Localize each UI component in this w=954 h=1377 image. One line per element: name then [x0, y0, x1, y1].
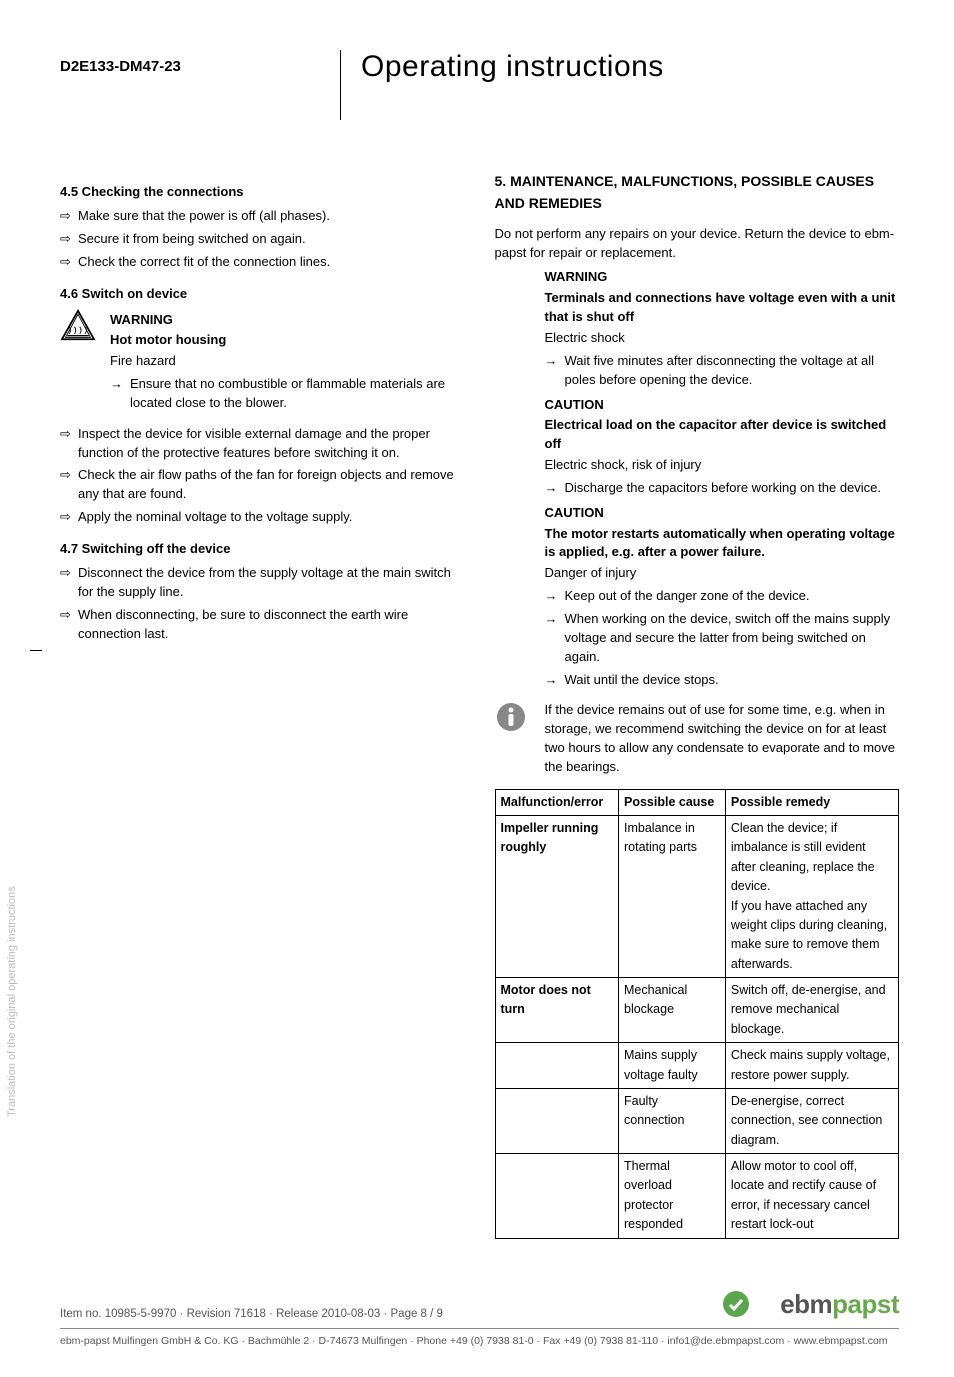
caution-subtitle: Electric shock, risk of injury [545, 456, 900, 475]
crop-mark [30, 650, 42, 651]
list-item: Check the correct fit of the connection … [78, 253, 330, 272]
list-item: Disconnect the device from the supply vo… [78, 564, 465, 602]
heading-4-5: 4.5 Checking the connections [60, 184, 465, 199]
table-cell: Impeller running roughly [495, 816, 619, 978]
warning-subtitle: Electric shock [545, 329, 900, 348]
side-translation-note: Translation of the original operating in… [6, 886, 18, 1117]
table-cell: De-energise, correct connection, see con… [725, 1088, 898, 1153]
table-cell [495, 1088, 619, 1153]
troubleshoot-table: Malfunction/error Possible cause Possibl… [495, 789, 900, 1239]
page-footer: Item no. 10985-5-9970 · Revision 71618 ·… [60, 1289, 899, 1347]
header-divider [340, 50, 341, 120]
section-5-intro: Do not perform any repairs on your devic… [495, 225, 900, 263]
heading-4-6: 4.6 Switch on device [60, 286, 465, 301]
caution-subtitle: Danger of injury [545, 564, 900, 583]
bullet-icon: ⇨ [60, 230, 78, 249]
info-text: If the device remains out of use for som… [545, 701, 900, 776]
list-item: Secure it from being switched on again. [78, 230, 306, 249]
page-title: Operating instructions [361, 50, 664, 84]
warning-title: Terminals and connections have voltage e… [545, 289, 900, 327]
table-row: Impeller running roughlyImbalance in rot… [495, 816, 899, 978]
list-item: Apply the nominal voltage to the voltage… [78, 508, 352, 527]
page-header: D2E133-DM47-23 Operating instructions [60, 50, 899, 120]
brand-logo: ebmpapst [780, 1289, 899, 1320]
bullet-icon: ⇨ [60, 564, 78, 602]
arrow-icon: → [545, 352, 565, 390]
caution-title: Electrical load on the capacitor after d… [545, 416, 900, 454]
table-body: Impeller running roughlyImbalance in rot… [495, 816, 899, 1239]
table-cell: Imbalance in rotating parts [619, 816, 726, 978]
table-cell: Thermal overload protector responded [619, 1154, 726, 1239]
caution-action: Keep out of the danger zone of the devic… [565, 587, 810, 606]
brand-part1: ebm [780, 1289, 832, 1319]
arrow-icon: → [110, 375, 130, 413]
table-cell: Allow motor to cool off, locate and rect… [725, 1154, 898, 1239]
warning-action: Wait five minutes after disconnecting th… [565, 352, 900, 390]
heading-4-7: 4.7 Switching off the device [60, 541, 465, 556]
warning-action: Ensure that no combustible or flammable … [130, 375, 465, 413]
bullet-icon: ⇨ [60, 606, 78, 644]
list-4-7: ⇨Disconnect the device from the supply v… [60, 564, 465, 643]
bullet-icon: ⇨ [60, 207, 78, 226]
table-header: Possible cause [619, 789, 726, 815]
table-cell [495, 1154, 619, 1239]
table-row: Mains supply voltage faultyCheck mains s… [495, 1043, 899, 1089]
footer-meta: Item no. 10985-5-9970 · Revision 71618 ·… [60, 1308, 443, 1320]
arrow-icon: → [545, 587, 565, 606]
model-number: D2E133-DM47-23 [60, 50, 340, 75]
brand-part2: papst [832, 1289, 899, 1319]
table-row: Thermal overload protector respondedAllo… [495, 1154, 899, 1239]
footer-address: ebm-papst Mulfingen GmbH & Co. KG · Bach… [60, 1328, 899, 1347]
table-header: Possible remedy [725, 789, 898, 815]
table-row: Faulty connectionDe-energise, correct co… [495, 1088, 899, 1153]
table-cell [495, 1043, 619, 1089]
table-cell: Faulty connection [619, 1088, 726, 1153]
warning-subtitle: Fire hazard [110, 352, 465, 371]
table-header: Malfunction/error [495, 789, 619, 815]
table-cell: Check mains supply voltage, restore powe… [725, 1043, 898, 1089]
warning-triangle-icon [60, 309, 110, 417]
bullet-icon: ⇨ [60, 508, 78, 527]
arrow-icon: → [545, 479, 565, 498]
caution-restart: CAUTION The motor restarts automatically… [545, 504, 900, 690]
caution-label: CAUTION [545, 396, 900, 415]
table-cell: Motor does not turn [495, 978, 619, 1043]
bullet-icon: ⇨ [60, 425, 78, 463]
info-icon [495, 701, 545, 776]
green-tech-badge-icon [722, 1290, 750, 1318]
heading-5: 5. MAINTENANCE, MALFUNCTIONS, POSSIBLE C… [495, 170, 900, 215]
table-cell: Switch off, de-energise, and remove mech… [725, 978, 898, 1043]
list-4-5: ⇨Make sure that the power is off (all ph… [60, 207, 465, 272]
table-row: Motor does not turnMechanical blockageSw… [495, 978, 899, 1043]
bullet-icon: ⇨ [60, 466, 78, 504]
left-column: 4.5 Checking the connections ⇨Make sure … [60, 170, 465, 1239]
warning-label: WARNING [545, 268, 900, 287]
list-item: Inspect the device for visible external … [78, 425, 465, 463]
arrow-icon: → [545, 671, 565, 690]
right-column: 5. MAINTENANCE, MALFUNCTIONS, POSSIBLE C… [495, 170, 900, 1239]
list-item: Check the air flow paths of the fan for … [78, 466, 465, 504]
info-storage: If the device remains out of use for som… [495, 701, 900, 776]
list-4-6: ⇨Inspect the device for visible external… [60, 425, 465, 527]
caution-action: When working on the device, switch off t… [565, 610, 900, 667]
table-cell: Clean the device; if imbalance is still … [725, 816, 898, 978]
caution-action: Wait until the device stops. [565, 671, 719, 690]
list-item: Make sure that the power is off (all pha… [78, 207, 330, 226]
warning-voltage: WARNING Terminals and connections have v… [545, 268, 900, 389]
warning-hot-motor: WARNING Hot motor housing Fire hazard →E… [60, 309, 465, 417]
caution-title: The motor restarts automatically when op… [545, 525, 900, 563]
caution-label: CAUTION [545, 504, 900, 523]
bullet-icon: ⇨ [60, 253, 78, 272]
table-cell: Mains supply voltage faulty [619, 1043, 726, 1089]
table-cell: Mechanical blockage [619, 978, 726, 1043]
warning-label: WARNING [110, 311, 465, 330]
warning-title: Hot motor housing [110, 331, 465, 350]
arrow-icon: → [545, 610, 565, 667]
caution-capacitor: CAUTION Electrical load on the capacitor… [545, 396, 900, 498]
list-item: When disconnecting, be sure to disconnec… [78, 606, 465, 644]
caution-action: Discharge the capacitors before working … [565, 479, 882, 498]
